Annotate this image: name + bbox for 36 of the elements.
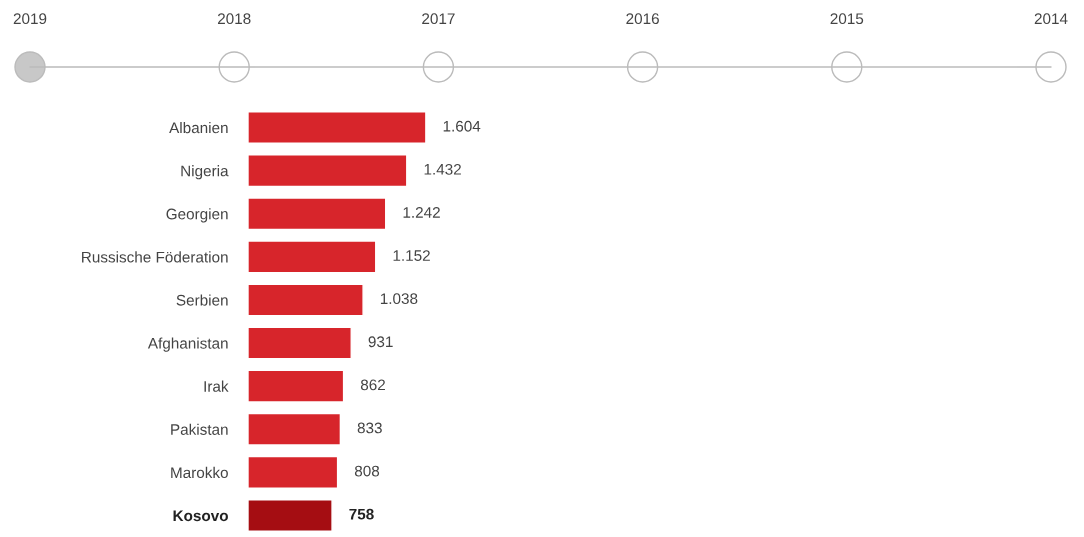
y-tick-label: Georgien xyxy=(166,208,228,223)
bar xyxy=(248,499,333,532)
data-label: 1.432 xyxy=(424,163,461,175)
y-tick-label: Marokko xyxy=(171,466,228,479)
y-tick-label: Kosovo xyxy=(173,510,228,522)
text: 2016 xyxy=(626,13,659,25)
data-label: 862 xyxy=(360,379,385,391)
data-label: 1.038 xyxy=(380,293,418,305)
y-tick-label: Afghanistan xyxy=(147,337,228,352)
bar xyxy=(248,283,364,317)
text: 2019 xyxy=(13,13,47,25)
data-label: 808 xyxy=(354,465,380,477)
y-tick-label: Serbien xyxy=(176,294,228,306)
data-label: 931 xyxy=(368,336,393,348)
text: 2015 xyxy=(830,13,864,25)
bar xyxy=(248,326,352,360)
y-tick-label: Irak xyxy=(204,380,229,392)
data-label: 1.152 xyxy=(393,250,430,261)
y-tick-label: Albanien xyxy=(169,122,228,134)
y-tick-label: Pakistan xyxy=(171,423,228,435)
data-label: 1.242 xyxy=(403,207,440,218)
y-tick-label: Nigeria xyxy=(181,165,229,180)
bar xyxy=(248,197,387,231)
data-label: 1.604 xyxy=(443,120,481,132)
bar xyxy=(248,111,427,144)
bar xyxy=(248,455,339,489)
text: 2014 xyxy=(1034,13,1068,25)
data-label: 833 xyxy=(357,422,382,434)
bar xyxy=(248,412,342,446)
bar xyxy=(248,154,408,188)
data-label: 758 xyxy=(349,508,374,520)
bar xyxy=(248,369,345,403)
y-tick-label: Russische Föderation xyxy=(82,251,228,263)
text: 2018 xyxy=(217,13,251,25)
text: 2017 xyxy=(422,13,455,25)
bar xyxy=(248,240,377,274)
